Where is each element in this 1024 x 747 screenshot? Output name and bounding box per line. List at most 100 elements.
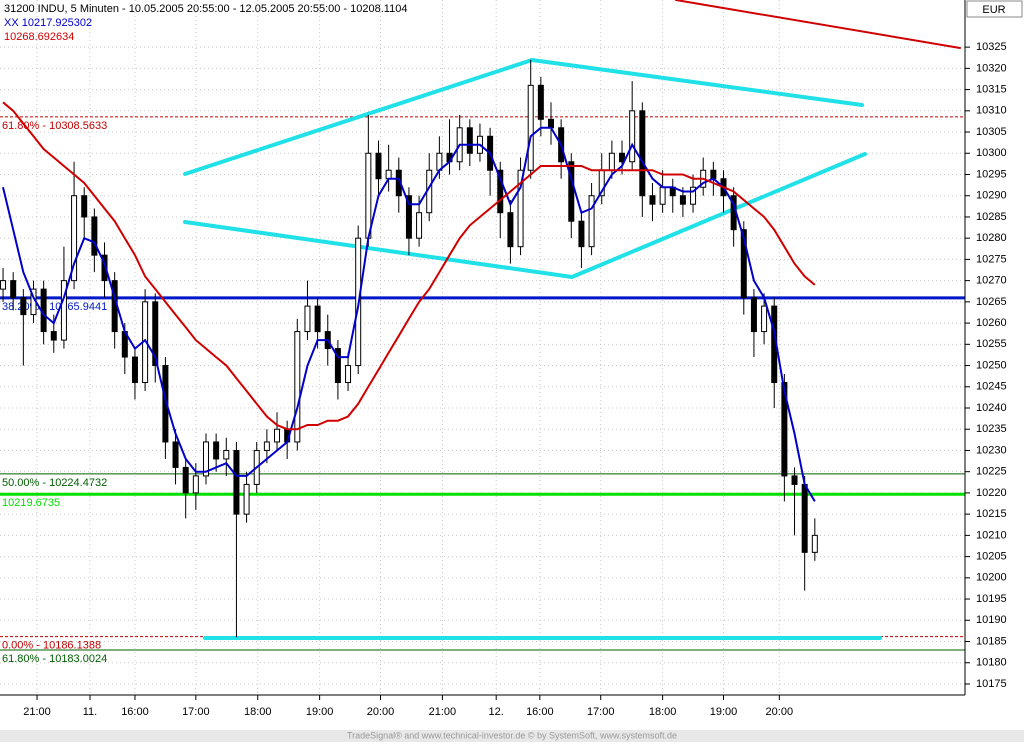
y-tick-label: 10290 [976,190,1007,202]
candle-body [568,161,575,222]
candle-body [547,118,554,129]
candle-body [263,441,270,451]
candle-body [162,365,169,443]
y-tick-label: 10275 [976,253,1007,265]
y-tick-label: 10300 [976,147,1007,159]
x-tick-label: 21:00 [429,706,457,718]
y-tick-label: 10320 [976,62,1007,74]
y-tick-label: 10265 [976,296,1007,308]
y-tick-label: 10295 [976,168,1007,180]
y-tick-label: 10240 [976,402,1007,414]
candle-body [172,441,179,468]
legend-entry: XX 10217.925302 [4,17,92,29]
y-tick-label: 10310 [976,105,1007,117]
candle-body [304,305,311,333]
y-tick-label: 10325 [976,41,1007,53]
footer: TradeSignal® and www.technical-investor.… [347,730,677,740]
x-tick-label: 20:00 [367,706,395,718]
y-tick-label: 10260 [976,317,1007,329]
y-tick-label: 10210 [976,529,1007,541]
x-tick-label: 17:00 [587,706,615,718]
candle-body [385,169,392,180]
level-label: 61.80% - 10183.0024 [2,653,107,665]
x-tick-label: 11. [83,706,97,718]
x-tick-label: 16:00 [526,706,554,718]
candle-body [608,152,615,171]
candle-body [294,331,301,443]
currency: EUR [982,4,1005,16]
candle-body [365,152,372,239]
candle-body [781,382,788,477]
y-tick-label: 10195 [976,593,1007,605]
candle-body [81,195,88,218]
candle-body [50,331,57,341]
x-tick-label: 19:00 [306,706,334,718]
candle-body [761,305,768,333]
y-tick-label: 10250 [976,359,1007,371]
candle-body [243,483,250,515]
y-tick-label: 10315 [976,83,1007,95]
candle-body [101,254,108,282]
candle-body [588,195,595,248]
trend-line [530,58,864,107]
candle-body [131,356,138,384]
y-tick-label: 10280 [976,232,1007,244]
candle-body [497,169,504,214]
y-tick-label: 10185 [976,635,1007,647]
candle-body [223,449,230,460]
ma-line [2,126,816,502]
y-tick-label: 10285 [976,211,1007,223]
candle-body [710,169,717,180]
y-tick-label: 10180 [976,657,1007,669]
x-tick-label: 18:00 [649,706,677,718]
candle-body [416,212,423,239]
y-tick-label: 10305 [976,126,1007,138]
level-label: 61.80% - 10308.5633 [2,120,107,132]
trend-lines [183,0,961,640]
level-label: 10219.6735 [2,497,60,509]
trend-line [675,0,961,49]
chart-title: 31200 INDU, 5 Minuten - 10.05.2005 20:55… [4,3,407,15]
y-tick-label: 10190 [976,614,1007,626]
candle-body [334,348,341,384]
candle-body [679,195,686,205]
y-tick-label: 10235 [976,423,1007,435]
candle-body [202,441,209,477]
x-tick-label: 21:00 [23,706,51,718]
y-tick-label: 10220 [976,487,1007,499]
candle-body [405,195,412,239]
x-tick-label: 20:00 [766,706,794,718]
candle-body [740,229,747,299]
candle-body [791,475,798,485]
x-tick-label: 18:00 [244,706,272,718]
candle-body [274,428,281,443]
x-tick-label: 12. [489,706,504,718]
ma-line [2,101,816,431]
level-label: 0.00% - 10186.1388 [2,640,101,652]
x-tick-label: 16:00 [121,706,149,718]
candle-body [10,280,17,299]
candle-body [649,195,656,205]
x-tick-label: 17:00 [182,706,210,718]
candle-body [517,169,524,248]
y-tick-label: 10175 [976,678,1007,690]
y-tick-label: 10200 [976,572,1007,584]
trend-line [570,152,867,279]
candle-body [629,110,636,163]
candle-body [213,441,220,460]
candle-body [0,280,7,290]
candle-body [578,220,585,248]
x-tick-label: 19:00 [710,706,738,718]
candle-body [537,84,544,120]
candle-body [60,280,67,341]
candle-body [71,195,78,282]
candle-body [345,365,352,384]
candle-body [375,152,382,180]
y-tick-label: 10205 [976,551,1007,563]
candle-body [811,534,818,553]
candle-body [659,186,666,205]
candle-body [233,449,240,515]
